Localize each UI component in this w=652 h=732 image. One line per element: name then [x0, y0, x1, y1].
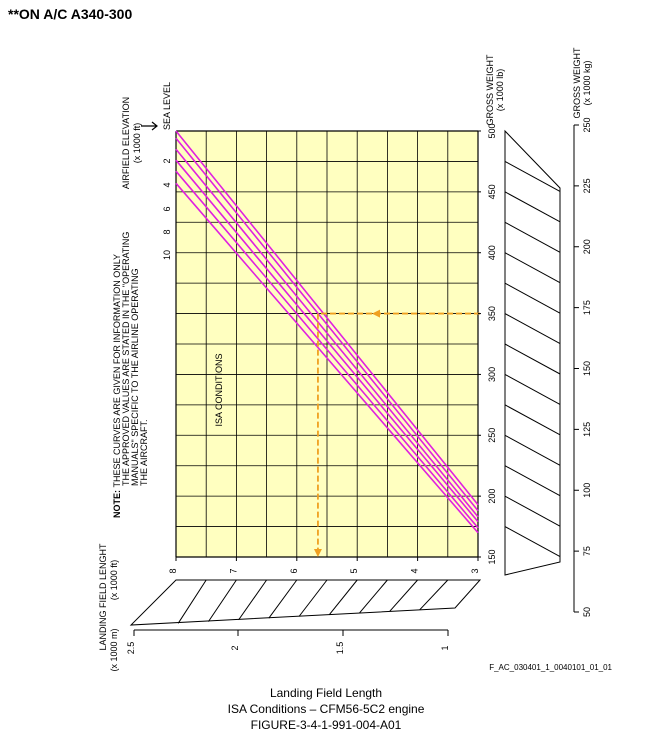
- curve-elevation-2: [175, 137, 479, 512]
- length-ft-tick-label: 6: [289, 568, 299, 573]
- weight-kg-axis-unit: (x 1000 kg): [582, 60, 592, 105]
- weight-conversion-line: [504, 434, 561, 466]
- weight-lb-axis-title: GROSS WEIGHT: [485, 54, 495, 126]
- isa-conditions-label: ISA CONDITIONS: [214, 353, 224, 426]
- length-ft-tick-label: 7: [228, 568, 238, 573]
- length-conversion-line: [389, 579, 418, 612]
- weight-conversion-line: [504, 404, 561, 436]
- caption-figure-id: FIGURE-3-4-1-991-004-A01: [250, 718, 402, 732]
- weight-kg-tick-label: 225: [582, 178, 592, 193]
- weight-lb-tick-label: 300: [487, 367, 497, 382]
- figure-reference: F_AC_030401_1_0040101_01_01: [489, 663, 612, 672]
- elevation-tick-label: 6: [162, 206, 172, 211]
- elevation-axis-title: AIRFIELD ELEVATION: [121, 97, 131, 189]
- weight-conversion-line: [504, 160, 561, 192]
- weight-conversion-line: [504, 252, 561, 284]
- weight-conversion-scale: [504, 129, 561, 576]
- length-conversion-line: [328, 579, 358, 616]
- note-line-4: THE AIRCRAFT.: [139, 419, 149, 486]
- weight-kg-axis-title: GROSS WEIGHT: [572, 47, 582, 119]
- weight-kg-tick-label: 100: [582, 483, 592, 498]
- length-ft-axis-title: LANDING FIELD LENGHT: [98, 543, 108, 651]
- weight-lb-axis-unit: (x 1000 lb): [495, 69, 505, 112]
- curve-elevation-6: [175, 159, 479, 523]
- length-m-tick-label: 1: [440, 645, 450, 650]
- weight-kg-tick-label: 150: [582, 361, 592, 376]
- weight-conversion-line: [504, 313, 561, 345]
- weight-conversion-line: [504, 526, 561, 558]
- aircraft-header: **ON A/C A340-300: [8, 6, 133, 22]
- curve-elevation-10: [175, 182, 479, 534]
- length-m-tick-label: 2: [230, 645, 240, 650]
- length-conversion-line: [207, 579, 237, 622]
- length-m-tick-label: 2.5: [126, 642, 136, 655]
- weight-kg-tick-label: 75: [582, 546, 592, 556]
- length-conversion-line: [177, 579, 207, 624]
- length-conversion-line: [298, 579, 328, 617]
- length-m-axis-unit: (x 1000 m): [109, 628, 119, 671]
- length-ft-tick-label: 8: [168, 568, 178, 573]
- note-line-2: THE APPROVED VALUES ARE STATED IN THE "O…: [121, 232, 131, 486]
- weight-kg-tick-label: 125: [582, 422, 592, 437]
- curve-elevation-4: [175, 148, 479, 518]
- weight-lb-tick-label: 450: [487, 184, 497, 199]
- sea-level-arrow: [141, 121, 158, 131]
- weight-lb-tick-label: 500: [487, 123, 497, 138]
- note-line-3: MANUALS" SPECIFIC TO THE AIRLINE OPERATI…: [130, 268, 140, 486]
- length-m-tick-label: 1.5: [335, 642, 345, 655]
- weight-conversion-line: [504, 343, 561, 375]
- weight-kg-tick-label: 200: [582, 239, 592, 254]
- sea-level-label: SEA LEVEL: [162, 82, 172, 130]
- length-conversion-line: [268, 579, 298, 619]
- length-ft-tick-label: 5: [349, 568, 359, 573]
- weight-conversion-line: [504, 191, 561, 223]
- weight-conversion-line: [504, 221, 561, 253]
- elevation-tick-label: 8: [162, 229, 172, 234]
- elevation-tick-label: 4: [162, 182, 172, 187]
- example-arrow-down: [313, 549, 322, 557]
- weight-kg-tick-label: 175: [582, 300, 592, 315]
- note-line-1: NOTE: THESE CURVES ARE GIVEN FOR INFORMA…: [112, 254, 122, 518]
- length-conversion-line: [359, 579, 388, 614]
- length-ft-tick-label: 4: [410, 568, 420, 573]
- weight-conversion-line: [504, 282, 561, 314]
- caption-conditions: ISA Conditions – CFM56-5C2 engine: [227, 702, 425, 716]
- weight-conversion-line: [504, 465, 561, 497]
- length-ft-tick-label: 3: [470, 568, 480, 573]
- weight-lb-tick-label: 150: [487, 549, 497, 564]
- length-ft-axis-unit: (x 1000 ft): [109, 560, 119, 601]
- weight-kg-tick-label: 250: [582, 117, 592, 132]
- length-conversion-line: [419, 579, 449, 611]
- length-conversion-line: [238, 579, 268, 621]
- weight-lb-tick-label: 200: [487, 489, 497, 504]
- curve-elevation-0: [175, 130, 479, 506]
- length-conversion-scale: [129, 579, 482, 626]
- weight-lb-tick-label: 350: [487, 306, 497, 321]
- weight-conversion-line: [504, 373, 561, 405]
- curve-elevation-8: [175, 170, 479, 529]
- weight-lb-tick-label: 250: [487, 428, 497, 443]
- weight-lb-tick-label: 400: [487, 245, 497, 260]
- elevation-axis-unit: (x 1000 ft): [132, 123, 142, 164]
- caption-title: Landing Field Length: [269, 686, 383, 700]
- elevation-tick-label: 10: [162, 250, 172, 260]
- elevation-tick-label: 2: [162, 158, 172, 163]
- weight-kg-tick-label: 50: [582, 607, 592, 617]
- weight-conversion-line: [504, 495, 561, 527]
- example-arrow-left: [372, 309, 380, 318]
